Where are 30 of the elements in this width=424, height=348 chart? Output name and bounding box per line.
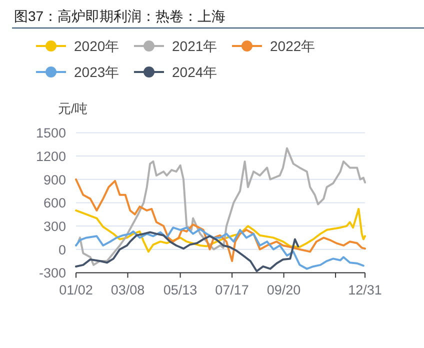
line-series (75, 226, 364, 270)
x-tick-label: 09/20 (266, 282, 301, 298)
legend-label: 2024年 (172, 64, 218, 80)
legend-label: 2022年 (270, 38, 316, 54)
x-tick-label: 07/17 (215, 282, 249, 298)
y-tick-label: 0 (58, 242, 66, 258)
line-series (75, 208, 366, 253)
legend-label: 2021年 (172, 38, 218, 54)
legend-label: 2020年 (74, 38, 120, 54)
y-tick-label: -300 (38, 266, 66, 281)
y-tick-label: 1200 (36, 149, 66, 164)
legend-item: 2023年 (36, 64, 120, 80)
legend-label: 2023年 (74, 64, 120, 80)
line-series (77, 147, 366, 266)
y-axis-title: 元/吨 (58, 101, 88, 116)
title: 图37：高炉即期利润：热卷：上海 (14, 8, 226, 24)
legend-item: 2022年 (232, 38, 316, 54)
y-tick-label: 600 (43, 196, 66, 211)
legend-item: 2020年 (36, 38, 120, 54)
x-tick-label: 03/08 (110, 282, 145, 298)
x-tick-label: 01/02 (59, 282, 93, 298)
legend-item: 2024年 (134, 64, 218, 80)
x-tick-label: 12/31 (348, 282, 382, 298)
line-series (75, 178, 366, 262)
line-series (75, 231, 300, 272)
legend-item: 2021年 (134, 38, 218, 54)
y-tick-label: 300 (43, 219, 66, 234)
y-tick-label: 1500 (36, 126, 66, 141)
x-tick-label: 05/13 (163, 282, 198, 298)
y-tick-label: 900 (43, 172, 66, 188)
